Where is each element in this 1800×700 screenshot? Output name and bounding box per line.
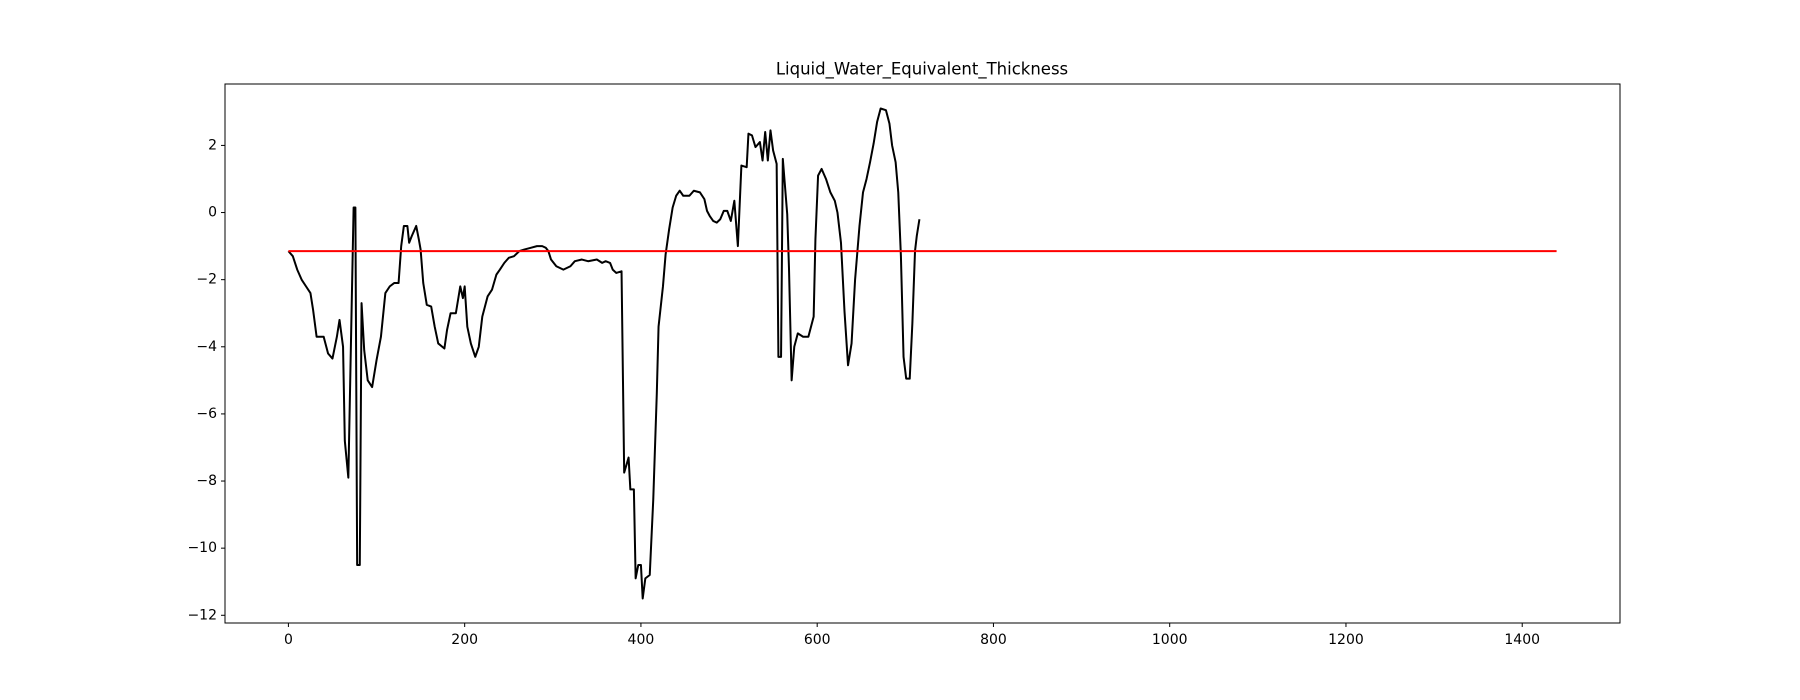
y-tick-label: 0 (208, 205, 217, 221)
y-tick-label: −6 (196, 406, 217, 422)
y-tick-label: −10 (187, 540, 217, 556)
x-tick-label: 1000 (1152, 632, 1188, 648)
plot-frame (224, 83, 1621, 624)
line-series (287, 107, 921, 600)
x-tick-label: 1400 (1504, 632, 1540, 648)
y-tick-label: −4 (196, 339, 217, 355)
y-tick-label: −12 (187, 607, 217, 623)
x-tick-label: 400 (628, 632, 655, 648)
x-tick-label: 200 (451, 632, 478, 648)
x-tick-label: 1200 (1328, 632, 1364, 648)
chart-title: Liquid_Water_Equivalent_Thickness (776, 60, 1068, 80)
x-tick-label: 0 (284, 632, 293, 648)
x-tick-label: 800 (980, 632, 1007, 648)
y-tick-label: −2 (196, 272, 217, 288)
y-tick-label: 2 (208, 137, 217, 153)
y-tick-label: −8 (196, 473, 217, 489)
x-tick-label: 600 (804, 632, 831, 648)
